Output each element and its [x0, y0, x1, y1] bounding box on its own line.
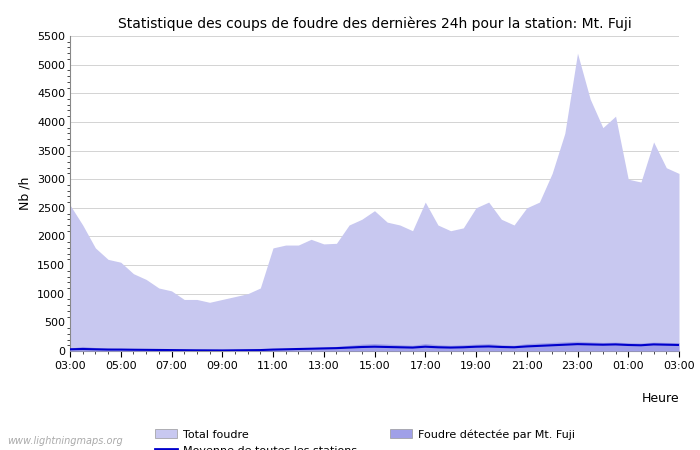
Title: Statistique des coups de foudre des dernières 24h pour la station: Mt. Fuji: Statistique des coups de foudre des dern…: [118, 16, 631, 31]
Legend: Total foudre, Moyenne de toutes les stations, Foudre détectée par Mt. Fuji: Total foudre, Moyenne de toutes les stat…: [155, 429, 575, 450]
Y-axis label: Nb /h: Nb /h: [18, 177, 32, 210]
Text: Heure: Heure: [641, 392, 679, 405]
Text: www.lightningmaps.org: www.lightningmaps.org: [7, 436, 122, 446]
